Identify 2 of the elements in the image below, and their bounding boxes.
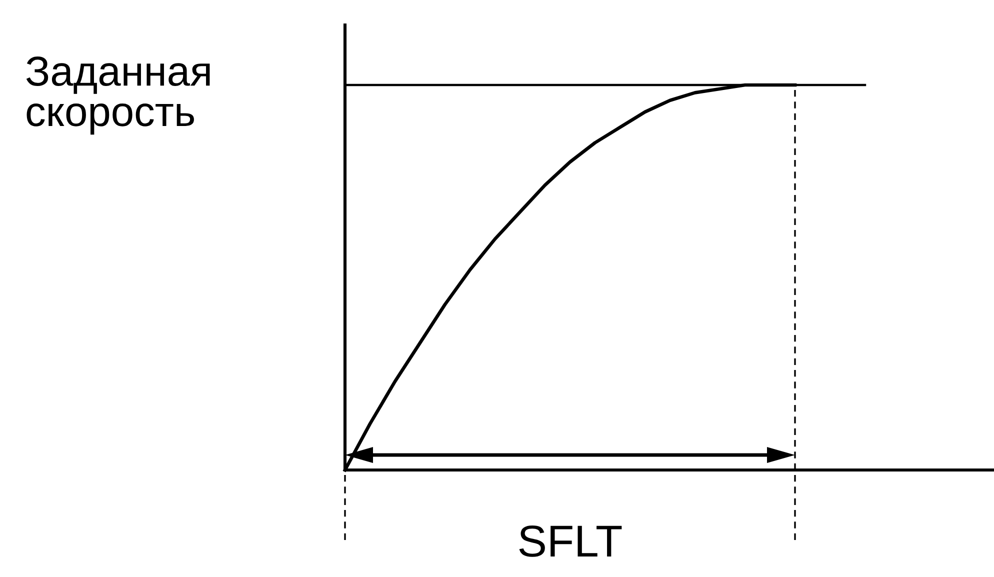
y-axis-title: Заданная скорость [26, 56, 210, 135]
text: SFLT [519, 525, 622, 557]
